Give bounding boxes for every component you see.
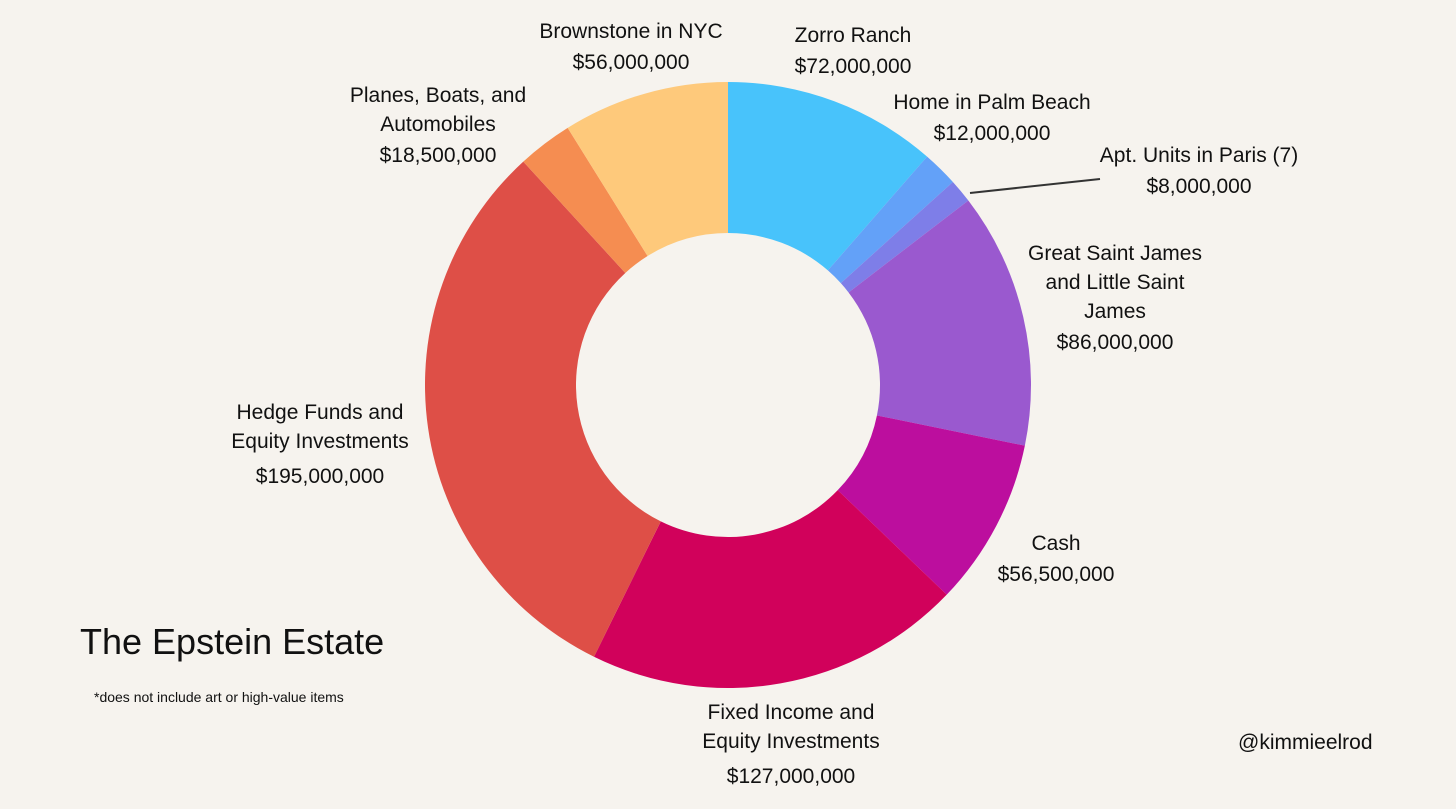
slice-palm-beach — [827, 156, 953, 284]
slice-saint-james — [848, 200, 1032, 446]
label-fixed-income: Fixed Income and Equity Investments $127… — [686, 698, 896, 791]
label-saint-james: Great Saint James and Little Saint James… — [1015, 239, 1215, 357]
label-palm-beach: Home in Palm Beach $12,000,000 — [893, 88, 1090, 148]
label-fixed-income-name: Fixed Income and Equity Investments — [702, 701, 880, 753]
label-planes-boats: Planes, Boats, and Automobiles $18,500,0… — [333, 81, 543, 170]
label-paris: Apt. Units in Paris (7) $8,000,000 — [1100, 141, 1298, 201]
label-hedge-funds: Hedge Funds and Equity Investments $195,… — [215, 398, 425, 491]
donut-slices — [425, 82, 1032, 688]
label-brownstone: Brownstone in NYC $56,000,000 — [539, 17, 722, 77]
slice-fixed-income — [594, 490, 947, 688]
label-paris-name: Apt. Units in Paris (7) — [1099, 144, 1299, 167]
chart-footnote: *does not include art or high-value item… — [94, 689, 344, 705]
label-zorro-ranch: Zorro Ranch $72,000,000 — [795, 21, 912, 81]
label-planes-boats-value: $18,500,000 — [379, 144, 497, 167]
author-handle: @kimmieelrod — [1238, 731, 1373, 754]
label-saint-james-value: $86,000,000 — [1056, 331, 1174, 354]
label-saint-james-name: Great Saint James and Little Saint James — [1028, 242, 1202, 323]
label-brownstone-name: Brownstone in NYC — [539, 20, 723, 43]
chart-title: The Epstein Estate — [80, 621, 385, 662]
label-hedge-funds-name: Hedge Funds and Equity Investments — [231, 401, 409, 453]
slice-planes-boats — [523, 127, 648, 273]
label-hedge-funds-value: $195,000,000 — [255, 465, 385, 488]
slice-paris — [840, 181, 969, 293]
label-planes-boats-name: Planes, Boats, and Automobiles — [349, 84, 527, 136]
label-paris-value: $8,000,000 — [1146, 175, 1252, 198]
paris-leader-line — [969, 178, 1101, 194]
label-fixed-income-value: $127,000,000 — [726, 765, 856, 788]
label-cash-name: Cash — [1031, 532, 1081, 555]
slice-zorro-ranch — [728, 82, 928, 271]
label-brownstone-value: $56,000,000 — [572, 51, 690, 74]
slice-cash — [837, 415, 1025, 595]
label-zorro-ranch-value: $72,000,000 — [794, 55, 912, 78]
label-cash-value: $56,500,000 — [997, 563, 1115, 586]
label-palm-beach-name: Home in Palm Beach — [893, 91, 1091, 114]
label-palm-beach-value: $12,000,000 — [933, 122, 1051, 145]
slice-hedge-funds — [425, 161, 661, 657]
label-cash: Cash $56,500,000 — [998, 529, 1115, 589]
slice-brownstone — [567, 82, 728, 257]
label-zorro-ranch-name: Zorro Ranch — [794, 24, 912, 47]
